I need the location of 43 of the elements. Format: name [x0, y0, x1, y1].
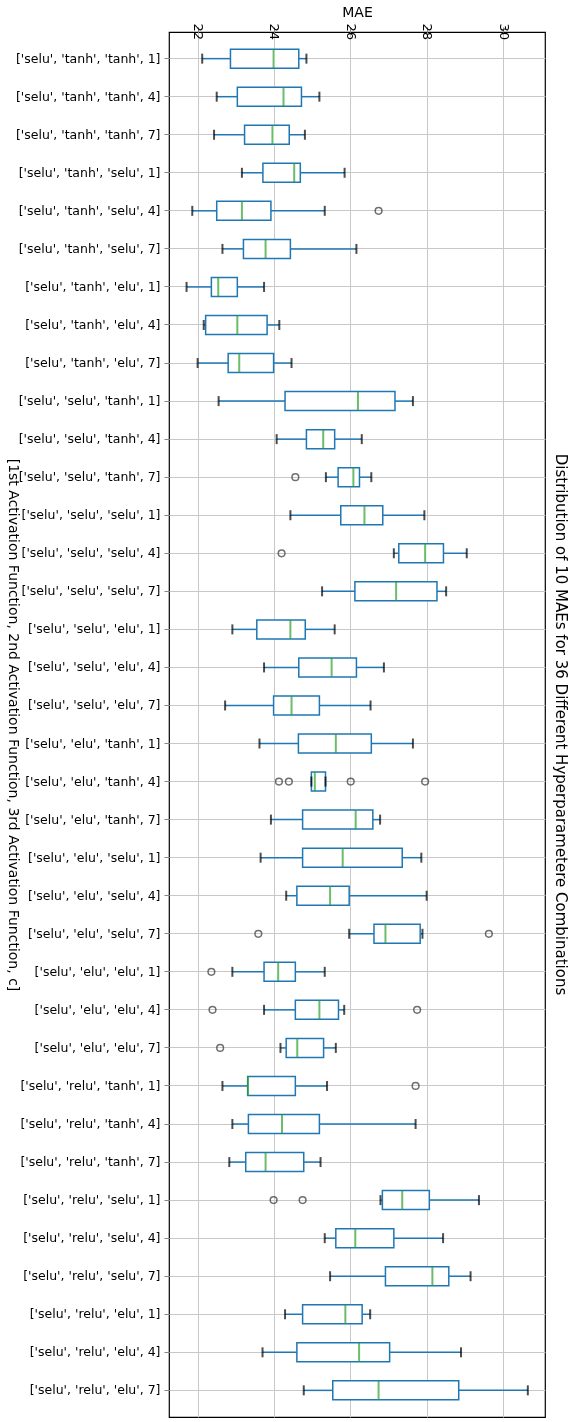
y-tick-label: ['selu', 'tanh', 'elu', 1] — [25, 278, 161, 294]
y-tick-label: ['selu', 'elu', 'tanh', 7] — [25, 811, 161, 827]
y-tick-label: ['selu', 'elu', 'elu', 1] — [34, 963, 161, 979]
y-tick-label: ['selu', 'relu', 'tanh', 1] — [20, 1077, 161, 1093]
y-tick-label: ['selu', 'elu', 'selu', 1] — [28, 849, 161, 865]
y-tick-label: ['selu', 'tanh', 'selu', 1] — [18, 164, 161, 180]
y-tick-label: ['selu', 'elu', 'selu', 7] — [28, 925, 161, 941]
y-tick-label: ['selu', 'selu', 'selu', 1] — [21, 507, 161, 523]
y-tick-label: ['selu', 'tanh', 'tanh', 4] — [15, 88, 161, 104]
x-tick-label: 30 — [496, 23, 512, 41]
y-tick-label: ['selu', 'selu', 'elu', 4] — [28, 659, 161, 675]
y-tick-label: ['selu', 'selu', 'tanh', 7] — [18, 469, 161, 485]
y-tick-label: ['selu', 'tanh', 'tanh', 1] — [15, 50, 161, 66]
y-tick-label: ['selu', 'elu', 'elu', 4] — [34, 1001, 161, 1017]
y-tick-label: ['selu', 'tanh', 'selu', 4] — [18, 202, 161, 218]
y-tick-label: ['selu', 'elu', 'elu', 7] — [34, 1039, 161, 1055]
y-tick-label: ['selu', 'selu', 'selu', 4] — [21, 545, 161, 561]
y-tick-label: ['selu', 'tanh', 'selu', 7] — [18, 240, 161, 256]
y-tick-label: ['selu', 'elu', 'selu', 4] — [28, 887, 161, 903]
y-tick-label: ['selu', 'elu', 'tanh', 1] — [25, 735, 161, 751]
y-tick-label: ['selu', 'selu', 'elu', 7] — [28, 697, 161, 713]
y-tick-label: ['selu', 'relu', 'elu', 1] — [29, 1306, 161, 1322]
y-tick-label: ['selu', 'selu', 'elu', 1] — [28, 621, 161, 637]
x-tick-label: 28 — [420, 23, 436, 41]
y-tick-label: ['selu', 'relu', 'elu', 7] — [29, 1382, 161, 1398]
y-tick-label: ['selu', 'tanh', 'elu', 4] — [25, 316, 161, 332]
y-tick-label: ['selu', 'relu', 'tanh', 4] — [20, 1116, 161, 1132]
y-tick-label: ['selu', 'relu', 'elu', 4] — [29, 1344, 161, 1360]
x-axis-title: MAE — [342, 3, 373, 20]
y-tick-label: ['selu', 'selu', 'tanh', 4] — [18, 431, 161, 447]
y-tick-label: ['selu', 'relu', 'selu', 4] — [23, 1230, 161, 1246]
x-tick-label: 22 — [191, 23, 207, 41]
y-tick-label: ['selu', 'selu', 'tanh', 1] — [18, 393, 161, 409]
y-tick-label: ['selu', 'elu', 'tanh', 4] — [25, 773, 161, 789]
y-tick-label: ['selu', 'tanh', 'tanh', 7] — [15, 126, 161, 142]
y-tick-label: ['selu', 'tanh', 'elu', 7] — [25, 355, 161, 371]
y-tick-label: ['selu', 'selu', 'selu', 7] — [21, 583, 161, 599]
y-tick-label: ['selu', 'relu', 'selu', 1] — [23, 1192, 161, 1208]
y-tick-label: ['selu', 'relu', 'tanh', 7] — [20, 1154, 161, 1170]
x-tick-label: 26 — [343, 23, 359, 41]
y-tick-label: ['selu', 'relu', 'selu', 7] — [23, 1268, 161, 1284]
text: Distribution of 10 MAEs for 36 Different Hyperparametere Combinations — [552, 453, 570, 996]
x-tick-label: 24 — [267, 23, 283, 41]
